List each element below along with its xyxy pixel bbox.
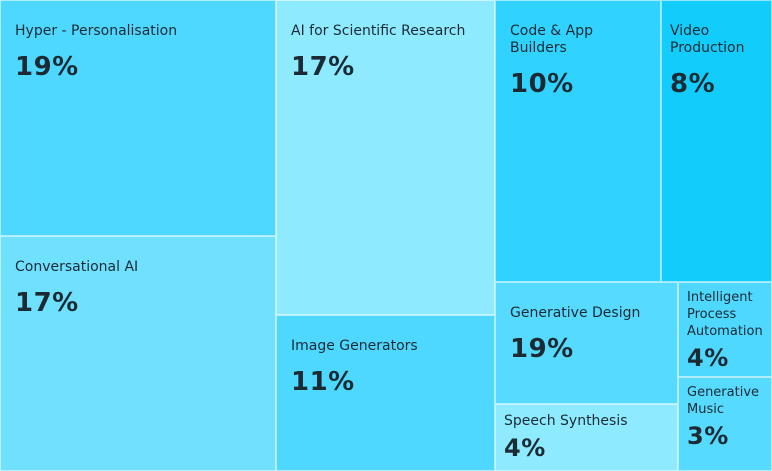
treemap-tile: Video Production 8% (661, 0, 772, 282)
tile-value: 4% (504, 434, 546, 462)
tile-label: Hyper - Personalisation (15, 23, 178, 39)
tile-value: 19% (510, 334, 574, 364)
treemap-tile: Generative Music 3% (678, 377, 772, 471)
tile-label: Generative Music (687, 385, 760, 417)
tile-value: 8% (670, 69, 716, 99)
treemap-tile: Code & App Builders 10% (495, 0, 661, 282)
tile-value: 3% (687, 422, 729, 450)
tile-value: 4% (687, 344, 729, 372)
tile-value: 17% (291, 52, 355, 82)
treemap-tile: Speech Synthesis 4% (495, 404, 678, 471)
tile-label: Speech Synthesis (504, 413, 628, 429)
tile-label: Video Production (670, 23, 745, 56)
tile-value: 10% (510, 69, 574, 99)
treemap-tile: Intelligent Process Automation 4% (678, 282, 772, 377)
treemap-tile: Image Generators 11% (276, 315, 495, 471)
tile-value: 11% (291, 367, 355, 397)
tile-label: Image Generators (291, 338, 418, 354)
tile-label: AI for Scientific Research (291, 23, 466, 39)
treemap-tile: Conversational AI 17% (0, 236, 276, 471)
treemap-tile: Generative Design 19% (495, 282, 678, 404)
tile-label: Code & App Builders (510, 23, 594, 56)
tile-value: 17% (15, 288, 79, 318)
treemap-tile: Hyper - Personalisation 19% (0, 0, 276, 236)
tile-value: 19% (15, 52, 79, 82)
tile-label: Intelligent Process Automation (687, 290, 763, 339)
treemap-tile: AI for Scientific Research 17% (276, 0, 495, 315)
tile-label: Generative Design (510, 305, 641, 321)
tile-label: Conversational AI (15, 259, 139, 275)
